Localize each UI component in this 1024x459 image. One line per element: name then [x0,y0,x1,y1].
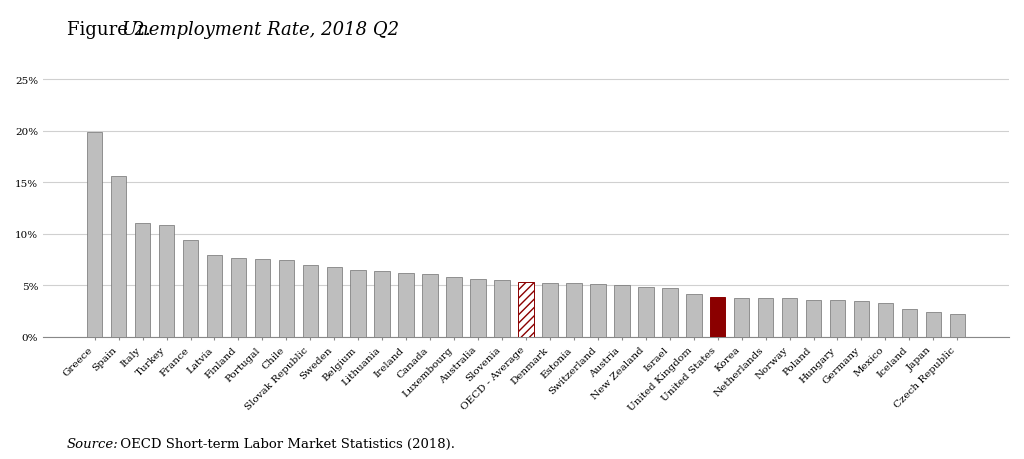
Bar [87,133,102,337]
Bar [734,298,750,337]
Bar [686,294,701,337]
Bar [446,278,462,337]
Bar [398,274,414,337]
Bar [159,225,174,337]
Bar [207,255,222,337]
Bar [350,270,366,337]
Bar [758,298,773,337]
Bar [854,301,869,337]
Bar [878,303,893,337]
Bar [829,300,845,337]
Bar [949,314,965,337]
Bar [710,297,725,337]
Bar [327,267,342,337]
Bar [230,258,246,337]
Bar [926,313,941,337]
Text: Source:: Source: [67,437,119,450]
Bar [255,259,270,337]
Bar [542,284,558,337]
Bar [135,223,151,337]
Bar [470,280,485,337]
Bar [662,288,678,337]
Bar [806,300,821,337]
Bar [901,309,918,337]
Bar [302,265,318,337]
Bar [182,241,199,337]
Bar [422,274,438,337]
Bar [781,298,798,337]
Bar [279,260,294,337]
Text: Figure 2.: Figure 2. [67,21,157,39]
Bar [111,177,126,337]
Bar [375,271,390,337]
Bar [590,285,605,337]
Text: OECD Short-term Labor Market Statistics (2018).: OECD Short-term Labor Market Statistics … [116,437,455,450]
Bar [614,286,630,337]
Bar [638,287,653,337]
Bar [495,281,510,337]
Bar [566,284,582,337]
Bar [518,283,534,337]
Text: Unemployment Rate, 2018 Q2: Unemployment Rate, 2018 Q2 [122,21,399,39]
